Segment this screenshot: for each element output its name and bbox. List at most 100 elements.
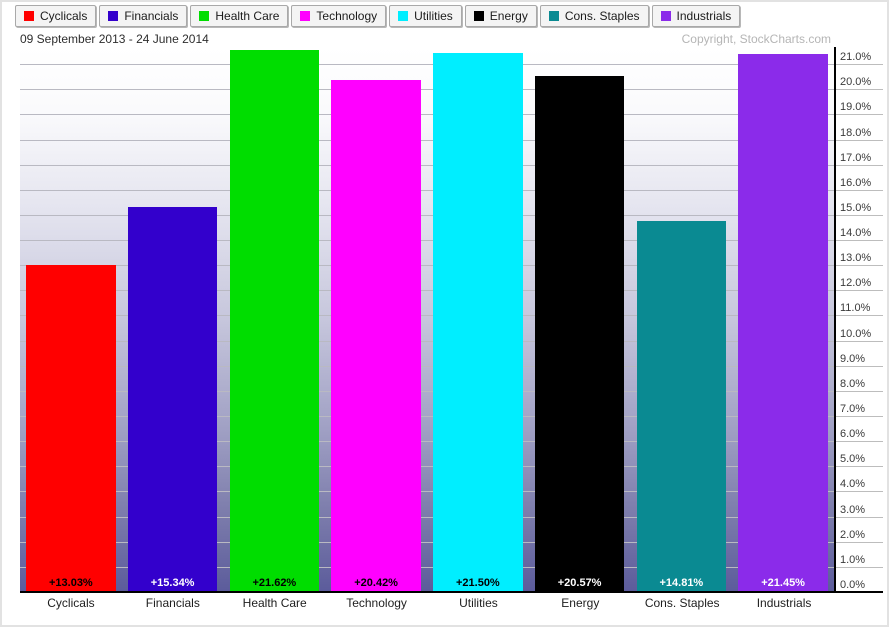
bar-value-label: +20.42% — [354, 577, 398, 589]
y-tick-line — [836, 315, 883, 317]
y-tick-label: 18.0% — [840, 126, 872, 139]
y-tick-label: 20.0% — [840, 76, 872, 89]
y-tick-line — [836, 541, 883, 543]
legend-item-technology[interactable]: Technology — [291, 5, 387, 27]
bar-cyclicals: +13.03% — [26, 265, 116, 593]
y-tick-label: 10.0% — [840, 327, 872, 340]
gridline — [20, 365, 834, 367]
bar-financials: +15.34% — [127, 207, 218, 593]
y-tick-label: 6.0% — [840, 428, 866, 441]
y-tick-label: 15.0% — [840, 201, 872, 214]
y-tick-line — [836, 466, 883, 468]
gridline — [20, 139, 834, 141]
bar-value-label: +13.03% — [48, 577, 93, 589]
gridline — [20, 516, 834, 518]
gridline — [20, 214, 834, 216]
x-axis-baseline — [20, 591, 883, 593]
gridline — [20, 491, 834, 493]
y-tick-label: 9.0% — [840, 352, 866, 365]
legend: Cyclicals Financials Health Care Technology… — [15, 5, 741, 27]
legend-item-cyclicals[interactable]: Cyclicals — [15, 5, 97, 27]
bar-slot: +14.81% — [631, 47, 733, 593]
x-axis-label-health-care: Health Care — [242, 596, 307, 610]
gridline — [20, 114, 834, 116]
bar-slot: +20.42% — [325, 47, 427, 593]
bar-slot: +15.34% — [122, 47, 224, 593]
legend-color-swatch — [24, 11, 34, 21]
bar-slot: +13.03% — [20, 47, 122, 593]
y-tick-label: 0.0% — [840, 579, 866, 591]
legend-color-swatch — [300, 11, 311, 21]
bar-industrials: +21.45% — [738, 53, 828, 593]
bar-value-label: +15.34% — [150, 577, 195, 589]
bar-slot: +21.50% — [427, 47, 529, 593]
y-tick-label: 3.0% — [840, 503, 866, 516]
bar-health-care: +21.62% — [229, 49, 320, 593]
copyright-label: Copyright, StockCharts.com — [681, 32, 831, 46]
y-tick-label: 11.0% — [840, 302, 871, 315]
x-axis-label-cons-staples: Cons. Staples — [644, 596, 720, 610]
legend-item-utilities[interactable]: Utilities — [389, 5, 462, 27]
bar-technology: +20.42% — [331, 79, 421, 593]
gridline — [20, 64, 834, 66]
gridline — [20, 466, 834, 468]
bar-value-label: +20.57% — [557, 577, 602, 589]
gridline — [20, 89, 834, 91]
x-axis-label-cyclicals: Cyclicals — [47, 596, 95, 610]
y-tick-line — [836, 189, 883, 191]
legend-item-label: Industrials — [676, 9, 732, 23]
y-tick-line — [836, 265, 883, 267]
y-tick-line — [836, 365, 883, 367]
gridline — [20, 164, 834, 166]
y-tick-line — [836, 441, 883, 443]
y-tick-label: 12.0% — [840, 277, 872, 290]
legend-color-swatch — [398, 11, 409, 21]
gridline — [20, 189, 834, 191]
y-axis: 0.0% 1.0% 2.0% 3.0% 4.0% 5.0% 6.0% 7.0% 8.0% 9.0%… — [835, 47, 883, 593]
gridline — [20, 441, 834, 443]
legend-item-label: Cyclicals — [40, 9, 88, 23]
legend-item-financials[interactable]: Financials — [99, 5, 188, 27]
legend-item-label: Financials — [124, 9, 179, 23]
y-tick-line — [836, 164, 883, 166]
y-tick-line — [836, 340, 883, 342]
y-tick-label: 4.0% — [840, 478, 866, 491]
bar-utilities: +21.50% — [433, 52, 523, 593]
y-tick-line — [836, 139, 883, 141]
gridline — [20, 290, 834, 292]
y-tick-line — [836, 290, 883, 292]
x-axis-label-technology: Technology — [346, 596, 407, 610]
legend-item-label: Utilities — [414, 9, 453, 23]
bar-value-label: +21.62% — [252, 577, 297, 589]
y-tick-label: 16.0% — [840, 176, 872, 189]
y-tick-line — [836, 516, 883, 518]
date-range-label: 09 September 2013 - 24 June 2014 — [20, 32, 209, 46]
gridline — [20, 541, 834, 543]
y-tick-line — [836, 214, 883, 216]
x-axis-labels: Cyclicals Financials Health Care Technology… — [20, 596, 835, 610]
bars: +13.03% +15.34% +21.62% +20.42% +21.50% +20.5… — [20, 47, 834, 593]
x-axis-label-energy: Energy — [561, 596, 600, 610]
x-axis-label-financials: Financials — [145, 596, 200, 610]
bar-value-label: +21.50% — [455, 577, 500, 589]
gridline — [20, 390, 834, 392]
legend-color-swatch — [108, 11, 119, 21]
legend-color-swatch — [660, 11, 671, 21]
y-tick-line — [836, 240, 883, 242]
bar-value-label: +14.81% — [659, 577, 704, 589]
y-tick-label: 13.0% — [840, 252, 872, 265]
gridline — [20, 315, 834, 317]
legend-color-swatch — [473, 11, 484, 21]
legend-item-industrials[interactable]: Industrials — [651, 5, 741, 27]
y-tick-label: 5.0% — [840, 453, 866, 466]
legend-item-cons-staples[interactable]: Cons. Staples — [539, 5, 649, 27]
gridline — [20, 265, 834, 267]
legend-item-label: Health Care — [215, 9, 280, 23]
legend-item-label: Technology — [316, 9, 378, 23]
legend-item-label: Cons. Staples — [564, 9, 640, 23]
legend-color-swatch — [199, 11, 210, 21]
y-tick-line — [836, 390, 883, 392]
legend-item-energy[interactable]: Energy — [464, 5, 537, 27]
legend-item-health-care[interactable]: Health Care — [190, 5, 289, 27]
gridline — [20, 240, 834, 242]
